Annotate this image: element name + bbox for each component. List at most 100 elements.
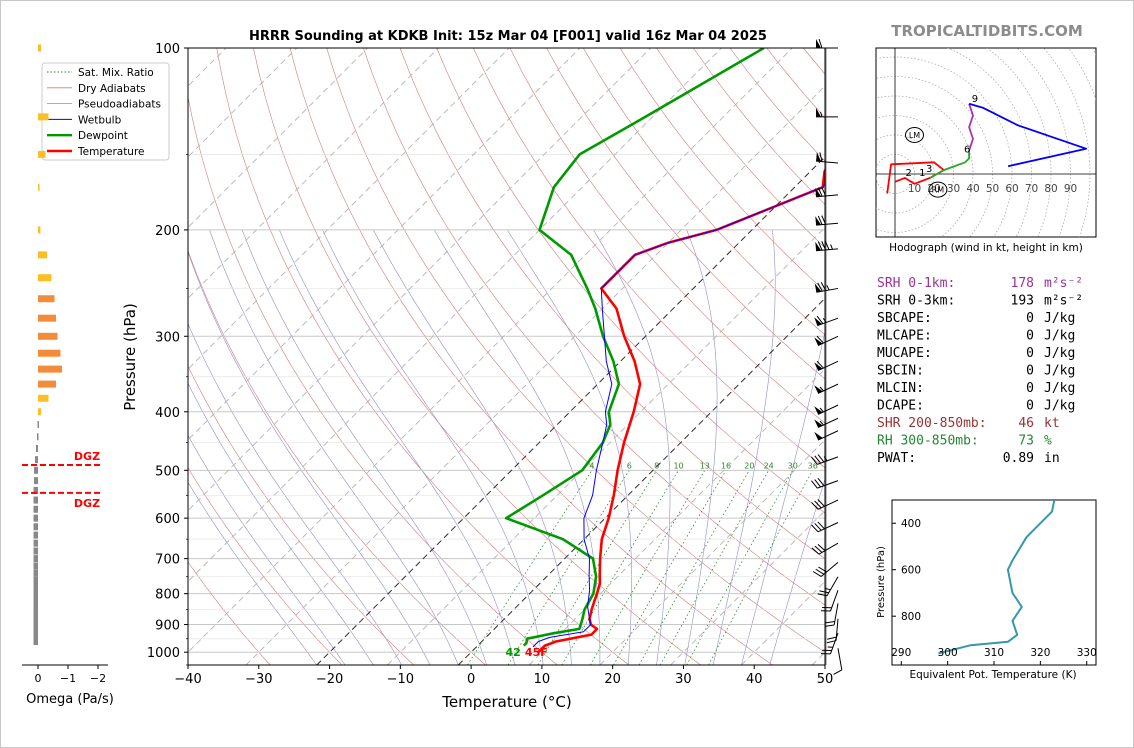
moist-adiabat <box>188 382 374 665</box>
barb-staff <box>830 590 839 612</box>
skew-t-profiles: 42 45F <box>504 48 825 659</box>
watermark: TROPICALTIDBITS.COM <box>891 22 1083 40</box>
wind-barb <box>816 152 839 164</box>
mix-ratio-line <box>537 470 658 665</box>
skew-t-frame <box>187 47 826 666</box>
mix-ratio-line <box>638 470 750 665</box>
theta-x-tick-label: 320 <box>1030 647 1050 659</box>
theta-x-tick-label: 330 <box>1077 647 1097 659</box>
hodo-km3: 3 <box>926 164 932 175</box>
barb-full <box>814 523 822 531</box>
barb-full <box>817 454 825 463</box>
barb-full <box>819 152 823 162</box>
omega-bar <box>33 626 38 634</box>
omega-bar <box>33 602 38 610</box>
sfc-temperature-label: 45F <box>525 646 548 659</box>
x-tick-label: 40 <box>746 672 763 687</box>
legend-label: Dry Adiabats <box>78 83 146 95</box>
y-tick-label: 400 <box>155 406 180 421</box>
barb-full <box>815 568 825 575</box>
legend-box <box>41 62 170 161</box>
barb-staff <box>817 335 839 347</box>
barb-full <box>817 477 825 487</box>
y-tick-label: 500 <box>155 464 180 479</box>
wind-barb <box>816 38 838 49</box>
mix-ratio-line <box>659 470 770 665</box>
x-tick-label: 30 <box>675 672 692 687</box>
barb-full <box>817 241 823 251</box>
hodo-ring-label: 60 <box>1005 183 1018 195</box>
wind-barb <box>814 404 839 415</box>
isotherm <box>599 439 825 665</box>
isotherm <box>245 85 825 665</box>
stat-unit: % <box>1044 434 1052 449</box>
omega-tick-label: 0 <box>35 672 42 685</box>
omega-bar <box>38 150 46 158</box>
stat-label: SHR 200-850mb: <box>877 416 987 431</box>
barb-full <box>818 38 823 49</box>
dry-adiabat <box>253 48 701 665</box>
mix-ratio-label: 6 <box>627 461 632 470</box>
barb-staff <box>817 430 839 441</box>
right-mover-ring <box>928 181 948 198</box>
barb-flag <box>816 107 821 117</box>
y-tick-label: 900 <box>155 619 180 634</box>
mix-ratio-label: 4 <box>589 461 594 470</box>
theta-e-xlabel: Equivalent Pot. Temperature (K) <box>909 669 1076 681</box>
moist-adiabat <box>209 229 459 665</box>
wind-barb <box>814 417 839 428</box>
barb-full <box>814 455 822 464</box>
barb-staff <box>817 480 839 489</box>
barb-half <box>819 386 824 392</box>
moist-adiabat <box>433 229 601 665</box>
omega-bar <box>33 621 38 629</box>
isotherm-key <box>316 156 825 665</box>
barb-full <box>816 315 824 324</box>
wind-barb <box>817 576 839 597</box>
y-tick-label: 1000 <box>147 646 180 661</box>
dgz-label-top: DGZ <box>74 450 100 463</box>
barb-full <box>824 624 835 627</box>
legend: Sat. Mix. Ratio Dry Adiabats Pseudoadiabat… <box>41 62 170 161</box>
theta-e-panel: 290 300 310 320 330 400 600 800 <box>891 500 1097 665</box>
barb-full <box>814 479 822 488</box>
isotherm <box>528 368 825 665</box>
wind-barb <box>812 561 839 577</box>
omega-bar <box>38 274 52 282</box>
barb-full <box>820 282 827 291</box>
barb-full <box>821 215 827 225</box>
wind-barb <box>814 282 839 293</box>
theta-y-tick-label: 600 <box>901 565 921 577</box>
barb-flag <box>814 283 822 293</box>
omega-bar <box>38 183 40 191</box>
barb-staff <box>817 383 839 394</box>
dry-adiabat <box>289 48 773 665</box>
omega-bar <box>38 226 41 234</box>
barb-staff <box>817 360 839 372</box>
barb-half <box>830 244 833 250</box>
stat-value: 73 <box>1018 434 1034 449</box>
barb-staff <box>817 522 839 533</box>
stat-value: 0 <box>1026 346 1034 361</box>
barb-full <box>817 282 823 292</box>
moist-adiabat <box>188 481 318 665</box>
mix-ratio-label: 13 <box>700 461 710 470</box>
isotherm <box>670 509 825 665</box>
stat-label: MUCAPE: <box>877 346 932 361</box>
y-tick-label: 600 <box>155 512 180 527</box>
omega-bar <box>35 456 38 464</box>
wind-barb <box>820 632 839 655</box>
wind-barb <box>816 107 838 118</box>
theta-e-plot <box>938 500 1056 655</box>
moist-adiabat <box>188 322 402 665</box>
dry-adiabat <box>326 48 825 653</box>
barb-staff <box>833 603 839 626</box>
theta-e-frame <box>891 499 1097 666</box>
omega-bar <box>38 332 58 340</box>
wind-barb <box>811 499 839 510</box>
stat-unit: J/kg <box>1044 399 1075 414</box>
mix-ratio-line <box>467 470 593 665</box>
stat-unit: J/kg <box>1044 346 1075 361</box>
omega-bar <box>38 314 56 322</box>
y-tick-label: 800 <box>155 588 180 603</box>
